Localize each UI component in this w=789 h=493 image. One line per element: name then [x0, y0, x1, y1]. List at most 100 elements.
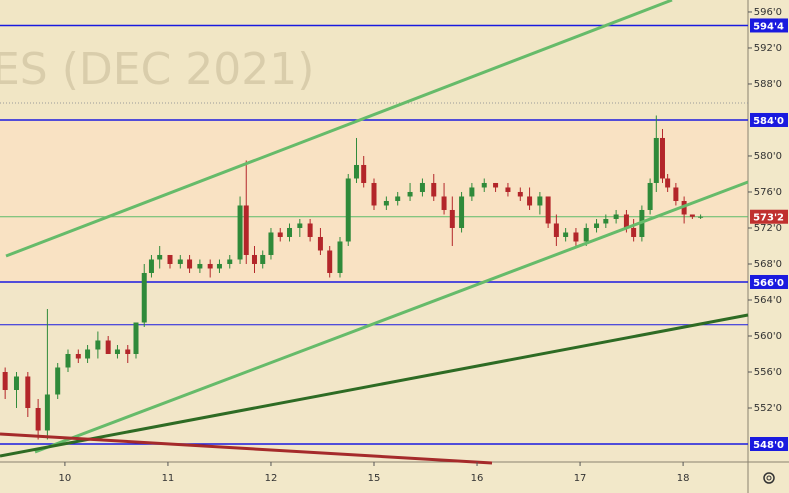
- candle-body: [268, 232, 274, 255]
- candle-body: [431, 182, 437, 197]
- candle-body: [243, 205, 249, 255]
- candle-body: [353, 164, 359, 179]
- candle-body: [287, 227, 293, 237]
- candle-body: [133, 322, 139, 354]
- candle-body: [493, 182, 499, 188]
- y-tick-label: 564'0: [754, 295, 782, 306]
- level-label-box: [750, 18, 788, 33]
- candle-body: [673, 187, 679, 201]
- candle-body: [307, 223, 313, 237]
- y-tick-label: 552'0: [754, 403, 782, 414]
- candle-body: [583, 227, 589, 242]
- y-tick-label: 568'0: [754, 259, 782, 270]
- y-tick-label: 572'0: [754, 223, 782, 234]
- candle-body: [505, 187, 511, 192]
- trendline: [5, 0, 673, 258]
- candle-body: [613, 214, 619, 219]
- candle-body: [371, 182, 377, 206]
- candle-body: [227, 259, 233, 264]
- candle-body: [297, 223, 303, 228]
- candle-body: [527, 196, 533, 206]
- candle-body: [327, 250, 333, 273]
- y-tick-label: 556'0: [754, 367, 782, 378]
- candle-body: [337, 241, 343, 273]
- y-tick-label: 560'0: [754, 331, 782, 342]
- y-tick-label: 596'0: [754, 7, 782, 18]
- x-tick-label: 11: [162, 473, 175, 484]
- last-price-box: [750, 209, 788, 224]
- candle-body: [125, 349, 131, 354]
- candle-body: [603, 218, 609, 224]
- candle-body: [631, 227, 637, 237]
- watermark: ES (DEC 2021): [0, 44, 314, 95]
- candle-body: [13, 376, 19, 390]
- candle-body: [659, 137, 665, 179]
- candle-body: [260, 254, 266, 264]
- candle-body: [545, 196, 551, 224]
- candle-body: [361, 164, 367, 183]
- candle-body: [35, 407, 41, 431]
- candle-body: [481, 182, 487, 188]
- candle-body: [114, 349, 120, 354]
- x-tick-label: 10: [59, 473, 72, 484]
- candle-body: [594, 223, 600, 228]
- candle-body: [148, 259, 154, 273]
- level-label: 594'4: [753, 21, 784, 32]
- candle-body: [459, 196, 465, 228]
- axis-labels: 596'0 592'0 588'0 580'0 576'0 572'0 568'0 564'0…: [59, 7, 788, 484]
- price-axis: [748, 0, 789, 493]
- candle-body: [251, 254, 257, 264]
- x-tick-label: 18: [677, 473, 690, 484]
- y-tick-label: 580'0: [754, 151, 782, 162]
- candle-body: [647, 182, 653, 210]
- candle-body: [207, 263, 213, 269]
- level-label: 566'0: [753, 278, 784, 289]
- candle-body: [573, 232, 579, 242]
- last-price-label: 573'2: [753, 213, 784, 224]
- candle-body: [469, 187, 475, 197]
- settings-icon[interactable]: [763, 472, 775, 484]
- trendline: [0, 432, 493, 465]
- gear[interactable]: [763, 472, 775, 484]
- level-label-box: [750, 112, 788, 127]
- candle-body: [141, 272, 147, 323]
- candle-body: [623, 214, 629, 228]
- candle-body: [449, 209, 455, 228]
- x-tick-label: 17: [574, 473, 587, 484]
- candle-body: [65, 353, 71, 368]
- candle-body: [277, 232, 283, 237]
- candle-body: [25, 376, 31, 408]
- candle-body: [237, 205, 243, 260]
- candle-body: [317, 236, 323, 251]
- candle-body: [698, 216, 704, 218]
- candle-body: [216, 263, 222, 269]
- candle-body: [419, 182, 425, 192]
- candle-body: [167, 254, 173, 264]
- trendline: [0, 313, 749, 458]
- candle-body: [2, 371, 8, 390]
- candle-body: [665, 178, 671, 188]
- candle-body: [157, 254, 163, 260]
- y-tick-label: 576'0: [754, 187, 782, 198]
- level-label: 548'0: [753, 440, 784, 451]
- candle-body: [537, 196, 543, 206]
- candle-body: [517, 191, 523, 197]
- candle-body: [553, 223, 559, 237]
- candle-body: [85, 349, 91, 359]
- candle-body: [563, 232, 569, 237]
- trendline: [34, 180, 749, 454]
- candle-body: [689, 214, 695, 217]
- level-label: 584'0: [753, 116, 784, 127]
- plot: [0, 24, 748, 445]
- x-tick-label: 12: [265, 473, 278, 484]
- candle-body: [345, 178, 351, 242]
- candle-body: [407, 191, 413, 197]
- x-tick-label: 16: [471, 473, 484, 484]
- candle-body: [383, 200, 389, 206]
- candle-body: [75, 353, 81, 359]
- candle-body: [44, 394, 50, 431]
- candle-body: [395, 196, 401, 201]
- candle-body: [187, 259, 193, 269]
- candle-body: [95, 340, 101, 350]
- candle-body: [55, 367, 61, 395]
